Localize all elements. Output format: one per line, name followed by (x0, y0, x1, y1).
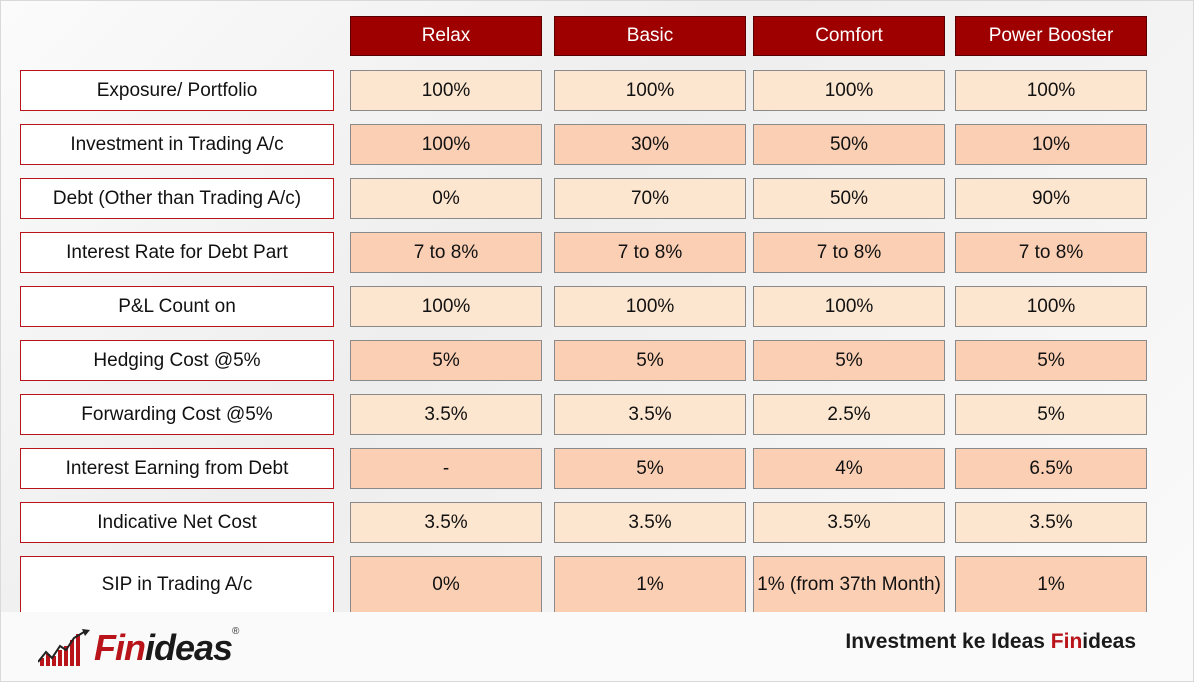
table-cell-relax: 100% (350, 124, 542, 165)
table-cell-relax: 7 to 8% (350, 232, 542, 273)
table-cell-comfort: 4% (753, 448, 945, 489)
table-cell-comfort: 5% (753, 340, 945, 381)
chart-growth-icon (38, 629, 90, 666)
table-cell-basic: 1% (554, 556, 746, 613)
table-cell-power-booster: 1% (955, 556, 1147, 613)
row-label: Interest Rate for Debt Part (20, 232, 334, 273)
table-cell-power-booster: 6.5% (955, 448, 1147, 489)
tagline-prefix: Investment ke Ideas (845, 630, 1051, 653)
table-cell-relax: - (350, 448, 542, 489)
table-cell-comfort: 3.5% (753, 502, 945, 543)
tagline-ideas: ideas (1082, 630, 1136, 653)
row-label: Forwarding Cost @5% (20, 394, 334, 435)
table-cell-comfort: 1% (from 37th Month) (753, 556, 945, 613)
table-cell-relax: 5% (350, 340, 542, 381)
row-label: P&L Count on (20, 286, 334, 327)
table-cell-comfort: 50% (753, 124, 945, 165)
row-label: Hedging Cost @5% (20, 340, 334, 381)
footer (0, 612, 1194, 682)
logo-ideas-text: ideas (144, 627, 233, 668)
table-cell-basic: 30% (554, 124, 746, 165)
tagline-fin: Fin (1050, 630, 1083, 653)
table-cell-relax: 3.5% (350, 394, 542, 435)
column-header-basic: Basic (554, 16, 746, 56)
table-cell-comfort: 2.5% (753, 394, 945, 435)
row-label: Exposure/ Portfolio (20, 70, 334, 111)
table-cell-comfort: 50% (753, 178, 945, 219)
table-cell-basic: 100% (554, 286, 746, 327)
row-label: Investment in Trading A/c (20, 124, 334, 165)
table-cell-basic: 100% (554, 70, 746, 111)
row-label: SIP in Trading A/c (20, 556, 334, 613)
column-header-power-booster: Power Booster (955, 16, 1147, 56)
table-cell-power-booster: 100% (955, 286, 1147, 327)
table-cell-comfort: 100% (753, 286, 945, 327)
table-cell-power-booster: 100% (955, 70, 1147, 111)
table-cell-comfort: 100% (753, 70, 945, 111)
column-header-relax: Relax (350, 16, 542, 56)
table-cell-power-booster: 90% (955, 178, 1147, 219)
table-cell-power-booster: 3.5% (955, 502, 1147, 543)
tagline: Investment ke Ideas Finideas (845, 630, 1136, 654)
row-label: Indicative Net Cost (20, 502, 334, 543)
table-cell-relax: 0% (350, 556, 542, 613)
table-cell-basic: 3.5% (554, 502, 746, 543)
table-cell-basic: 5% (554, 340, 746, 381)
table-cell-comfort: 7 to 8% (753, 232, 945, 273)
table-cell-relax: 100% (350, 70, 542, 111)
table-cell-basic: 7 to 8% (554, 232, 746, 273)
row-label: Interest Earning from Debt (20, 448, 334, 489)
registered-mark: ® (232, 626, 240, 637)
logo-fin-text: Fin (94, 627, 146, 668)
table-cell-basic: 5% (554, 448, 746, 489)
row-label: Debt (Other than Trading A/c) (20, 178, 334, 219)
table-cell-power-booster: 5% (955, 394, 1147, 435)
table-cell-basic: 70% (554, 178, 746, 219)
table-cell-power-booster: 10% (955, 124, 1147, 165)
table-cell-basic: 3.5% (554, 394, 746, 435)
finideas-logo: Finideas ® (38, 618, 239, 668)
table-cell-relax: 3.5% (350, 502, 542, 543)
column-header-comfort: Comfort (753, 16, 945, 56)
table-cell-relax: 100% (350, 286, 542, 327)
table-cell-power-booster: 5% (955, 340, 1147, 381)
table-cell-power-booster: 7 to 8% (955, 232, 1147, 273)
table-cell-relax: 0% (350, 178, 542, 219)
